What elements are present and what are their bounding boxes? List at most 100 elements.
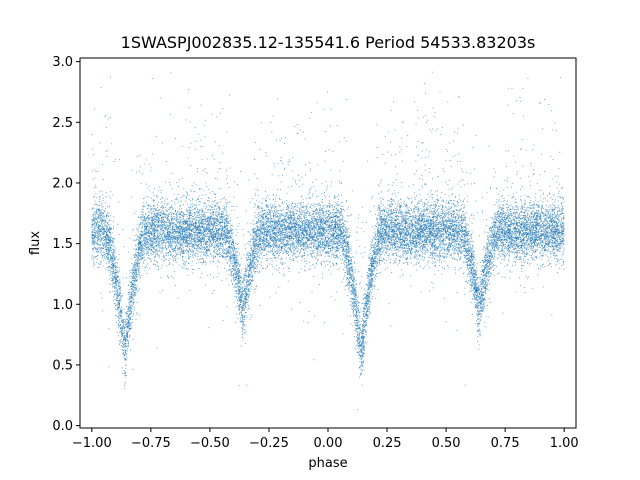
data-point	[202, 263, 204, 265]
data-point	[557, 246, 559, 248]
data-point	[484, 259, 485, 261]
data-point	[259, 251, 261, 253]
data-point	[455, 258, 457, 260]
data-point	[182, 253, 184, 254]
data-point	[313, 226, 315, 228]
data-point	[348, 285, 350, 287]
data-point	[182, 259, 184, 261]
data-point	[388, 214, 390, 216]
data-point	[532, 250, 533, 251]
data-point	[363, 322, 365, 324]
data-point	[255, 265, 257, 267]
data-point	[396, 264, 398, 266]
data-point	[529, 234, 531, 236]
data-point	[450, 229, 452, 231]
data-point	[285, 215, 287, 217]
data-point	[250, 257, 251, 259]
data-point	[501, 230, 503, 232]
data-point	[242, 315, 244, 317]
data-point	[453, 210, 455, 212]
data-point	[371, 270, 373, 272]
data-point	[275, 198, 277, 200]
data-point	[360, 336, 362, 338]
data-point	[226, 221, 228, 223]
data-point	[227, 227, 229, 229]
data-point	[126, 357, 128, 359]
data-point	[199, 239, 201, 241]
data-point	[548, 240, 550, 242]
data-point	[548, 238, 550, 240]
data-point	[355, 294, 356, 296]
data-point	[340, 233, 342, 235]
data-point	[500, 242, 502, 244]
data-point	[213, 257, 215, 259]
data-point	[101, 213, 103, 215]
data-point	[544, 219, 546, 221]
data-point	[530, 204, 532, 206]
data-point	[560, 228, 562, 230]
data-point	[192, 227, 194, 229]
data-point	[435, 229, 437, 231]
data-point	[494, 214, 496, 216]
data-point	[355, 322, 357, 324]
data-point	[336, 209, 338, 211]
data-point	[372, 250, 374, 252]
data-point	[420, 291, 422, 293]
data-point	[479, 297, 480, 299]
data-point	[500, 223, 502, 225]
data-point	[521, 208, 523, 210]
data-point	[545, 233, 546, 235]
data-point	[204, 202, 206, 204]
data-point	[457, 228, 458, 230]
data-point	[199, 230, 201, 232]
data-point	[237, 261, 239, 263]
data-point	[544, 234, 546, 236]
data-point	[175, 241, 177, 243]
data-point	[469, 259, 471, 260]
data-point	[419, 261, 421, 263]
data-point	[319, 235, 321, 237]
data-point	[158, 220, 160, 221]
data-point	[400, 224, 401, 226]
data-point	[204, 248, 206, 250]
data-point	[381, 218, 383, 220]
data-point	[432, 252, 433, 254]
data-point	[426, 238, 428, 240]
data-point	[119, 314, 121, 316]
data-point	[371, 238, 373, 240]
data-point	[498, 214, 500, 216]
data-point	[243, 288, 245, 290]
data-point	[522, 229, 524, 231]
data-point	[391, 231, 392, 232]
data-point	[369, 297, 371, 299]
data-point	[366, 320, 367, 322]
data-point	[436, 232, 438, 234]
data-point	[351, 307, 353, 309]
data-point	[371, 270, 373, 272]
data-point	[413, 212, 415, 214]
data-point	[239, 295, 241, 297]
data-point	[122, 333, 124, 335]
data-point	[477, 298, 479, 300]
data-point	[355, 313, 357, 315]
data-point	[489, 243, 491, 245]
data-point	[359, 340, 361, 342]
data-point	[157, 254, 159, 256]
data-point	[218, 221, 220, 223]
data-point	[562, 208, 564, 210]
data-point	[433, 236, 435, 238]
data-point	[245, 293, 247, 295]
data-point	[180, 197, 182, 198]
data-point	[254, 242, 256, 244]
data-point	[140, 255, 142, 257]
data-point	[444, 230, 446, 232]
data-point	[215, 255, 216, 257]
data-point	[169, 232, 171, 234]
data-point	[348, 283, 350, 284]
data-point	[100, 240, 102, 242]
data-point	[106, 156, 108, 157]
data-point	[373, 268, 375, 270]
data-point	[457, 183, 459, 185]
data-point	[133, 299, 135, 301]
data-point	[126, 318, 128, 320]
